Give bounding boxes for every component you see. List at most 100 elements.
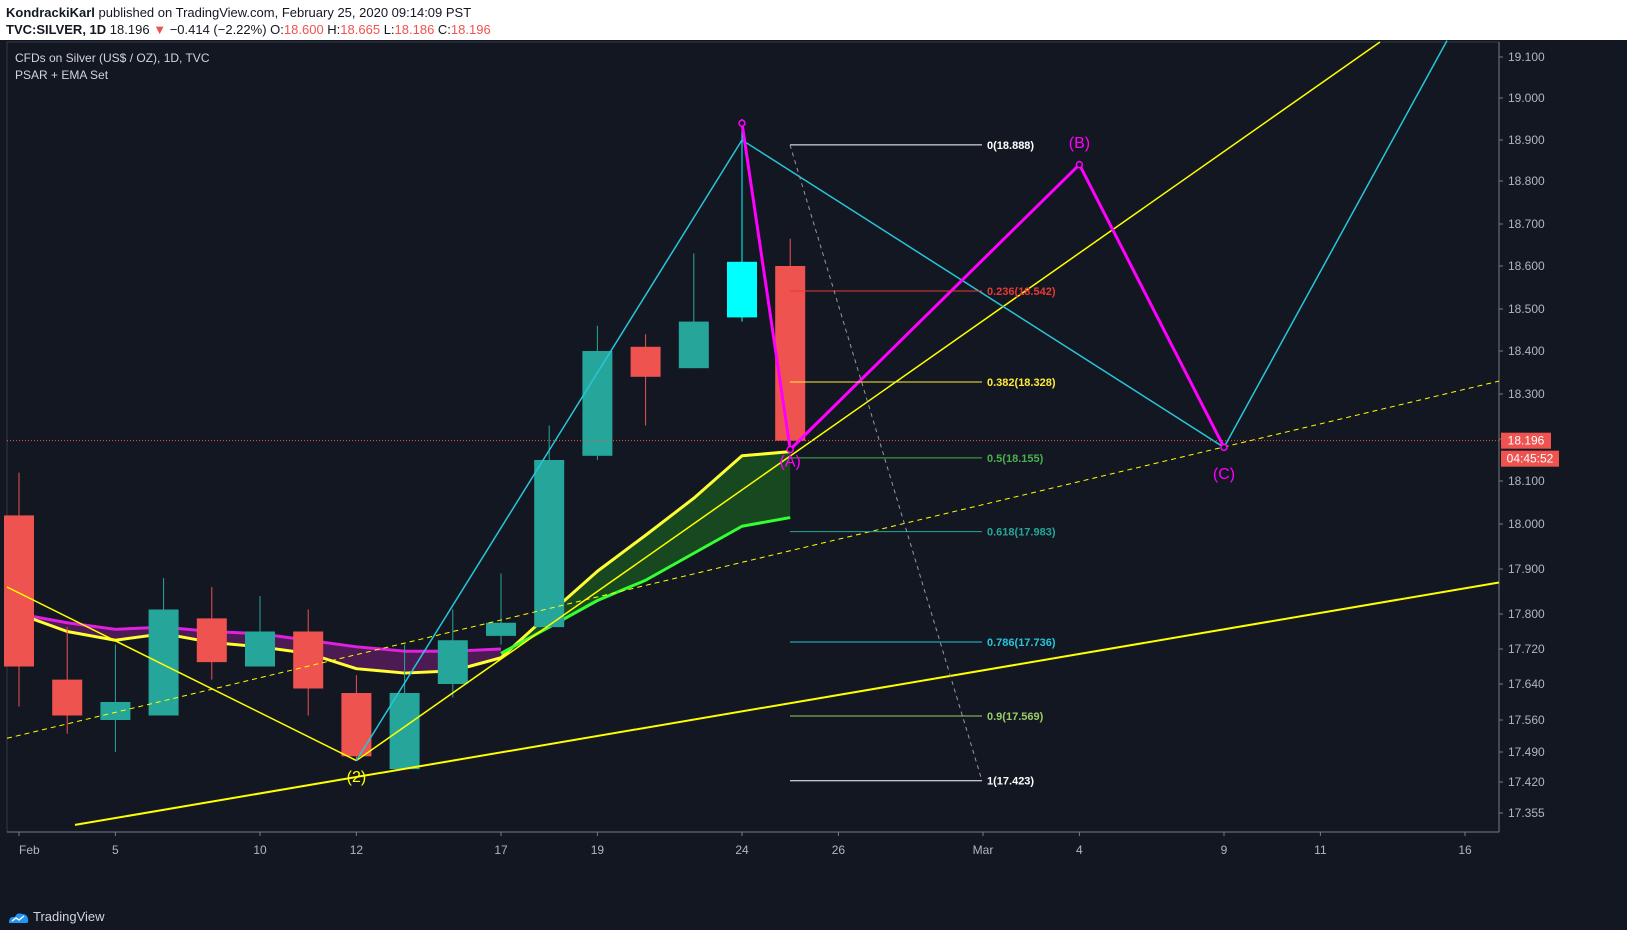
candle-body[interactable] <box>293 631 324 689</box>
candle-2020-02-05[interactable] <box>100 644 131 752</box>
trendline-descending[interactable] <box>6 586 357 762</box>
x-tick-label: 5 <box>112 843 119 857</box>
candle-body[interactable] <box>582 351 613 456</box>
fib-level-0.9[interactable]: 0.9(17.569) <box>790 711 1044 723</box>
candle-2020-02-24[interactable] <box>727 119 757 322</box>
tradingview-brand[interactable]: TradingView <box>33 909 105 924</box>
abc-point-1[interactable] <box>786 445 794 454</box>
candle-2020-02-04[interactable] <box>52 627 83 734</box>
trendline-upper[interactable] <box>355 41 1381 762</box>
channel-dashed-line[interactable] <box>6 380 1500 739</box>
fib-label: 0.618(17.983) <box>987 527 1056 539</box>
candle-body[interactable] <box>389 693 420 770</box>
fib-level-0.236[interactable]: 0.236(18.542) <box>790 286 1056 298</box>
candle-2020-02-20[interactable] <box>630 334 661 426</box>
candle-body[interactable] <box>52 679 83 716</box>
wave-path-cyan[interactable] <box>355 40 1448 761</box>
y-tick-label: 17.420 <box>1508 775 1545 789</box>
price-chart[interactable]: 0(18.888) 0.236(18.542) 0.382(18.328) 0.5(1… <box>0 40 1627 905</box>
candle-body[interactable] <box>100 702 131 720</box>
y-tick-label: 17.490 <box>1508 745 1545 759</box>
fib-level-0.5[interactable]: 0.5(18.155) <box>790 453 1044 465</box>
fib-label: 0(18.888) <box>987 140 1034 152</box>
fib-label: 1(17.423) <box>987 776 1034 788</box>
x-tick-label: Mar <box>973 843 994 857</box>
candle-body[interactable] <box>4 515 34 667</box>
trendline-lower[interactable] <box>74 581 1500 826</box>
y-tick-label: 18.600 <box>1508 259 1545 273</box>
tradingview-logo-icon <box>9 913 29 923</box>
candle-body[interactable] <box>148 609 179 716</box>
candle-2020-02-06[interactable] <box>148 578 179 716</box>
candle-body[interactable] <box>245 631 275 667</box>
footer: TradingView <box>0 905 1627 930</box>
candle-2020-02-11[interactable] <box>293 609 324 716</box>
x-tick-label: 17 <box>494 843 508 857</box>
abc-correction-path[interactable] <box>740 122 1226 451</box>
close-value: 18.196 <box>450 22 491 37</box>
x-tick-label: 9 <box>1221 843 1228 857</box>
fib-level-1[interactable]: 1(17.423) <box>790 776 1034 788</box>
abc-point-3[interactable] <box>1220 443 1228 452</box>
candle-body[interactable] <box>534 460 565 628</box>
y-tick-label: 18.400 <box>1508 344 1545 358</box>
author-name[interactable]: KondrackiKarl <box>6 5 95 20</box>
open-value: 18.600 <box>283 22 324 37</box>
indicator-name: PSAR + EMA Set <box>15 68 109 82</box>
candle-body[interactable] <box>486 622 516 636</box>
candle-2020-02-19[interactable] <box>582 325 613 460</box>
candle-2020-02-03[interactable] <box>4 472 34 707</box>
axes[interactable]: 19.100 19.000 18.900 18.800 18.700 18.600 18.5… <box>18 50 1559 857</box>
candle-body[interactable] <box>196 618 227 663</box>
candle-body[interactable] <box>775 266 806 441</box>
candle-2020-02-21[interactable] <box>678 253 709 369</box>
wave-label: (B) <box>1069 135 1090 152</box>
y-tick-label: 17.560 <box>1508 713 1545 727</box>
wave-label: (C) <box>1213 466 1235 483</box>
abc-point-2[interactable] <box>1075 160 1084 169</box>
low-value: 18.186 <box>394 22 435 37</box>
wave-labels: (2) (A) (B) (C) <box>347 135 1235 786</box>
candle-2020-02-10[interactable] <box>245 596 275 667</box>
candle-body[interactable] <box>678 321 709 369</box>
candle-body[interactable] <box>437 640 468 684</box>
x-tick-label: 19 <box>591 843 605 857</box>
ohlc-line: TVC:SILVER, 1D 18.196 ▼ −0.414 (−2.22%) … <box>6 22 491 37</box>
last-price-badge[interactable] <box>1501 432 1551 449</box>
fib-label: 0.382(18.328) <box>987 377 1056 389</box>
y-tick-label: 18.000 <box>1508 517 1545 531</box>
x-tick-label: 11 <box>1314 843 1327 857</box>
candle-2020-02-14[interactable] <box>437 609 468 698</box>
low-label: L: <box>383 22 395 37</box>
y-tick-label: 18.500 <box>1508 302 1545 316</box>
fib-level-0.786[interactable]: 0.786(17.736) <box>790 637 1056 649</box>
x-tick-label: 4 <box>1076 843 1083 857</box>
y-tick-label: 18.800 <box>1508 174 1545 188</box>
fib-level-0[interactable]: 0(18.888) <box>790 140 1034 152</box>
chart-background <box>0 40 1627 905</box>
y-tick-label: 17.720 <box>1508 642 1545 656</box>
candle-2020-02-25[interactable] <box>775 238 806 445</box>
fibonacci-retracement[interactable]: 0(18.888) 0.236(18.542) 0.382(18.328) 0.5(1… <box>789 140 1056 788</box>
abc-point-0[interactable] <box>738 119 746 127</box>
countdown-badge <box>1501 450 1559 467</box>
candle-2020-02-07[interactable] <box>196 587 227 680</box>
y-tick-label: 19.000 <box>1508 91 1545 105</box>
fib-level-0.382[interactable]: 0.382(18.328) <box>790 377 1056 389</box>
candle-2020-02-13[interactable] <box>389 644 420 770</box>
candle-2020-02-18[interactable] <box>534 425 565 628</box>
x-tick-label: 16 <box>1458 843 1472 857</box>
fib-trend-line[interactable] <box>789 144 983 781</box>
change-value: −0.414 (−2.22%) <box>169 22 267 37</box>
drawings[interactable] <box>6 40 1500 826</box>
fib-level-0.618[interactable]: 0.618(17.983) <box>790 527 1056 539</box>
symbol-label: TVC:SILVER, 1D <box>6 22 107 37</box>
fib-label: 0.786(17.736) <box>987 637 1056 649</box>
candle-body[interactable] <box>341 693 372 757</box>
published-text: published on TradingView.com, February 2… <box>98 5 472 20</box>
candle-body[interactable] <box>727 261 757 318</box>
candle-2020-02-17[interactable] <box>486 573 516 645</box>
fib-label: 0.5(18.155) <box>987 453 1044 465</box>
candle-body[interactable] <box>630 346 661 377</box>
y-tick-label: 17.800 <box>1508 607 1545 621</box>
